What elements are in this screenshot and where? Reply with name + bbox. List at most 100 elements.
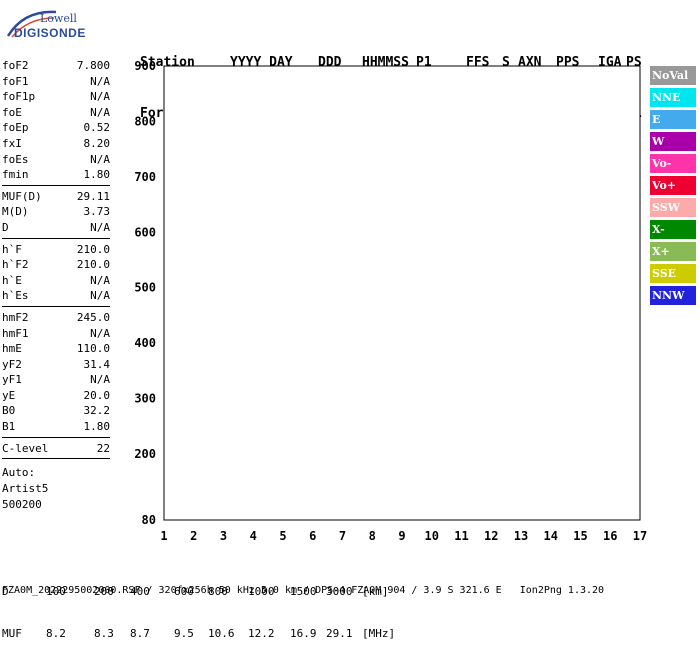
param-value: N/A [90,273,110,287]
y-tick-label: 800 [134,114,156,128]
param-value: 7.800 [76,59,110,72]
param-separator [2,305,110,307]
param-row-he: h`E N/A [2,273,110,289]
x-tick-label: 3 [220,529,227,543]
x-tick-label: 5 [279,529,286,543]
param-separator [2,436,110,438]
x-tick-label: 15 [573,529,587,543]
legend-ssw: SSW [650,198,696,217]
distance-value: 100 [46,585,66,598]
distance-value: 3000 [326,585,353,598]
muf-value: 8.7 [130,627,150,640]
x-tick-label: 8 [369,529,376,543]
legend-nne: NNE [650,88,696,107]
param-value: N/A [90,373,110,387]
y-tick-label: 600 [134,225,156,239]
logo-lowell-text: Lowell [40,12,77,25]
param-key: foEs [2,152,29,166]
muf-value: 29.1 [326,627,353,640]
param-key: foF1 [2,74,29,88]
param-value: 1.80 [83,420,111,434]
legend-sse: SSE [650,264,696,283]
param-key: hmF2 [2,310,29,324]
legend-noval: NoVal [650,66,696,85]
param-key: B1 [2,420,16,434]
param-row-yf2: yF2 31.4 [2,357,110,373]
legend-nnw: NNW [650,286,696,305]
param-key: yF2 [2,357,22,371]
param-key: M(D) [2,205,29,219]
param-value: 22 [96,441,110,455]
param-value: N/A [90,326,110,340]
param-value: 210.0 [76,242,110,256]
distance-value: 400 [130,585,150,598]
param-value: N/A [90,74,110,88]
muf-table: D 100 200 400 600 800 1000 1500 3000 [km] MUF 8.2 8… [2,557,395,655]
param-row-hmf2: hmF2 245.0 [2,310,110,326]
param-value: 0.52 [83,121,111,135]
param-key: h`F2 [2,258,29,272]
x-tick-label: 16 [603,529,617,543]
x-tick-label: 9 [398,529,405,543]
param-row-md: M(D) 3.73 [2,204,110,220]
auto-scaling-info: Auto: Artist5 500200 [2,465,110,513]
param-row-fof1p: foF1p N/A [2,89,110,105]
param-value: 20.0 [83,388,111,402]
legend-vo: Vo- [650,154,696,173]
param-value: 29.11 [76,189,110,203]
param-key: B0 [2,404,16,418]
y-tick-label: 300 [134,392,156,406]
file-info-footer: FZA0M_2022295002000.RSF / 320fx256h 50 k… [2,585,605,596]
param-key: hmE [2,342,22,356]
param-row-fof2: foF2 7.800 [2,58,110,74]
ionogram-chart: 1 2 3 4 5 6 7 8 9 10 11 12 13 14 15 16 17200300400500600… [134,59,647,543]
param-row-fmin: fmin 1.80 [2,167,110,183]
param-key: yF1 [2,373,22,387]
param-key: C-level [2,441,49,455]
param-row-hes: h`Es N/A [2,288,110,304]
param-key: foE [2,105,22,119]
param-row-fof1: foF1 N/A [2,74,110,90]
param-key: foEp [2,121,29,135]
param-key: h`Es [2,289,29,303]
muf-value: 9.5 [174,627,194,640]
y-tick-label: 400 [134,336,156,350]
x-tick-label: 1 [160,529,167,543]
y-tick-label: 900 [134,59,156,73]
x-tick-label: 12 [484,529,498,543]
param-value: 3.73 [83,205,111,219]
legend-vo: Vo+ [650,176,696,195]
param-row-b0: B0 32.2 [2,403,110,419]
param-key: yE [2,388,16,402]
distance-value: [km] [362,585,389,598]
param-key: MUF(D) [2,189,42,203]
param-value: N/A [90,152,110,166]
param-row-foep: foEp 0.52 [2,120,110,136]
param-value: N/A [90,90,110,104]
param-key: h`F [2,242,22,256]
param-row-yf1: yF1 N/A [2,372,110,388]
plot-frame [163,65,641,521]
x-tick-label: 14 [544,529,558,543]
param-row-d: D N/A [2,220,110,236]
param-separator [2,184,110,186]
distance-value: 1500 [290,585,317,598]
auto-line: Auto: [2,466,36,480]
param-value: N/A [90,105,110,119]
auto-line: Artist5 [2,482,49,496]
param-value: 210.0 [76,258,110,272]
param-value: 32.2 [83,404,111,418]
param-key: foF1p [2,90,36,104]
param-key: D [2,220,9,234]
param-key: h`E [2,273,22,287]
param-value: 1.80 [83,168,111,182]
digisonde-logo [6,10,57,38]
muf-value: 10.6 [208,627,235,640]
param-row-fxi: fxI 8.20 [2,136,110,152]
muf-label: MUF [2,627,22,640]
x-tick-label: 10 [425,529,439,543]
x-tick-label: 13 [514,529,528,543]
muf-frequency-row: MUF 8.2 8.3 8.7 9.5 10.6 12.2 16.9 29.1 [MHz] [2,627,395,641]
y-tick-label: 80 [142,513,156,527]
distance-value: 200 [94,585,114,598]
